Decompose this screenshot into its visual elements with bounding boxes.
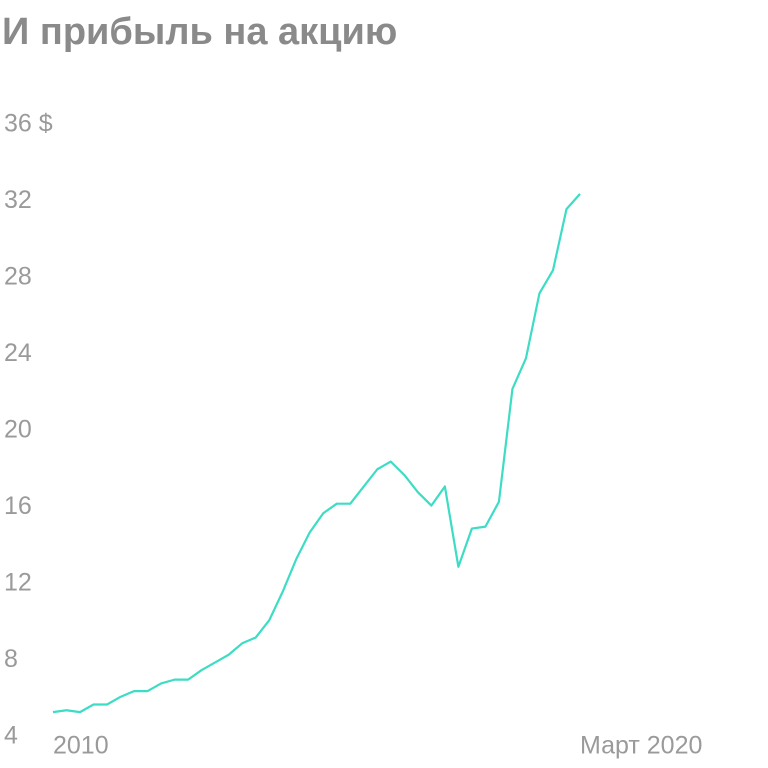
y-tick-label: 20 [4,416,32,444]
y-tick-label: 32 [4,186,32,214]
y-tick-label: 12 [4,569,32,597]
y-tick-label: 8 [4,645,18,673]
y-tick-label: 4 [4,722,18,750]
y-tick-label: 24 [4,339,32,367]
y-tick-label: 36 $ [4,110,53,138]
x-tick-label: 2010 [53,732,109,760]
chart-title: И прибыль на акцию [2,11,397,53]
y-tick-label: 16 [4,492,32,520]
line [52,193,581,714]
x-tick-label: Март 2020 [580,732,702,760]
y-tick-label: 28 [4,263,32,291]
